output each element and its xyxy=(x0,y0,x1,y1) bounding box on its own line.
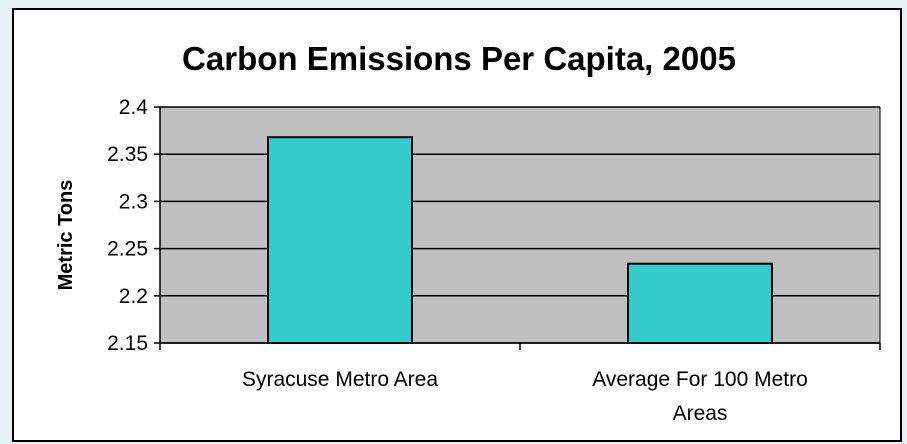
x-category-label: Average For 100 Metro xyxy=(592,368,808,391)
chart-title: Carbon Emissions Per Capita, 2005 xyxy=(182,40,736,77)
bars xyxy=(267,136,773,345)
y-axis-label: Metric Tons xyxy=(55,180,77,291)
y-tick-label: 2.25 xyxy=(107,238,148,261)
x-category-labels: Syracuse Metro Area Average For 100 Metro… xyxy=(242,368,808,425)
y-tick-label: 2.2 xyxy=(119,285,148,308)
y-tick-label: 2.3 xyxy=(119,190,148,213)
bar-chart: Carbon Emissions Per Capita, 2005 Metric… xyxy=(55,40,881,425)
y-tick-label: 2.35 xyxy=(107,143,148,166)
y-tick-label: 2.4 xyxy=(119,96,149,119)
x-category-label: Syracuse Metro Area xyxy=(242,368,438,391)
x-category-label: Areas xyxy=(673,402,728,425)
chart-frame: Carbon Emissions Per Capita, 2005 Metric… xyxy=(12,8,902,442)
bar-1 xyxy=(267,136,413,345)
axes xyxy=(154,106,881,350)
y-tick-label: 2.15 xyxy=(107,332,148,355)
bar-2 xyxy=(627,262,773,344)
y-tick-labels: 2.4 2.35 2.3 2.25 2.2 2.15 xyxy=(107,96,148,355)
